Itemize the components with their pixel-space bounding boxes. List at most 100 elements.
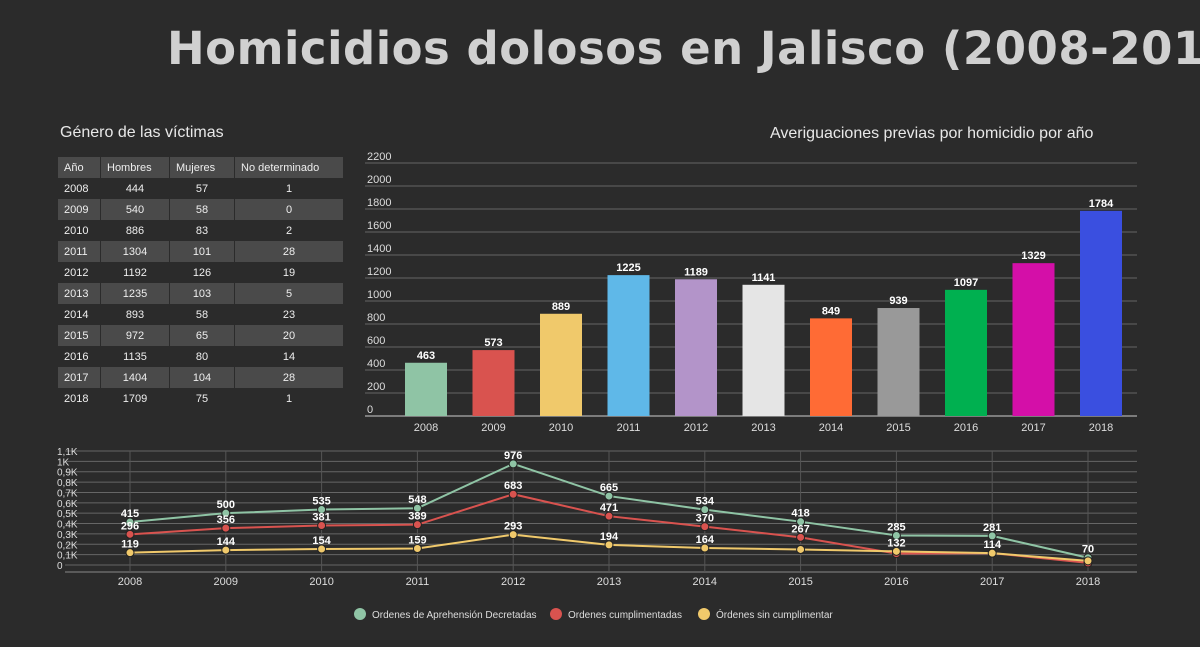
table-cell: 1709 — [122, 392, 148, 405]
table-row: 2016 1135 80 14 — [58, 346, 343, 367]
y-tick-label: 1400 — [367, 243, 391, 255]
bar-value-label: 1189 — [684, 266, 708, 278]
y-tick-label: 200 — [367, 381, 385, 393]
bar — [877, 308, 920, 416]
table-cell: 58 — [170, 199, 234, 220]
bar-value-label: 573 — [484, 337, 502, 349]
table-cell: 2013 — [58, 283, 100, 304]
bar — [607, 275, 650, 416]
bar-value-label: 463 — [417, 350, 435, 362]
bar-value-label: 1225 — [616, 262, 640, 274]
table-cell: 0 — [235, 199, 343, 220]
table-cell: 28 — [235, 367, 343, 388]
table-row: 2012 1192 126 19 — [58, 262, 343, 283]
bar — [472, 350, 515, 416]
y-tick-label: 1600 — [367, 220, 391, 232]
table-cell: 58 — [195, 308, 209, 321]
table-cell: 65 — [170, 325, 234, 346]
table-cell: 1192 — [123, 266, 147, 279]
table-cell: 75 — [195, 392, 209, 405]
table-cell: 1404 — [101, 367, 169, 388]
table-cell: 126 — [192, 266, 212, 279]
header-women: Mujeres — [170, 157, 234, 178]
bar — [945, 289, 987, 416]
table-cell: 2018 — [64, 392, 89, 405]
table-cell: 28 — [235, 241, 343, 262]
table-row: 2013 1235 103 5 — [58, 283, 343, 304]
x-tick-label: 2011 — [617, 422, 641, 434]
table-cell: 1 — [285, 182, 293, 195]
x-tick-label: 2008 — [414, 422, 438, 434]
table-cell: 14 — [282, 350, 296, 363]
table-cell: 57 — [195, 182, 209, 195]
table-cell: 1 — [285, 392, 293, 405]
table-cell: 80 — [195, 350, 209, 363]
table-cell: 2 — [285, 224, 293, 237]
bar — [1012, 263, 1055, 416]
table-cell: 1135 — [123, 350, 147, 363]
x-tick-label: 2010 — [549, 422, 573, 434]
table-cell: 2017 — [58, 367, 100, 388]
y-tick-label: 600 — [367, 335, 385, 347]
y-tick-label: 2200 — [367, 151, 391, 163]
header-men: Hombres — [101, 157, 169, 178]
x-tick-label: 2014 — [819, 422, 843, 434]
table-cell: 886 — [125, 224, 145, 237]
header-year: Año — [58, 157, 100, 178]
x-tick-label: 2017 — [1021, 422, 1045, 434]
y-tick-label: 2000 — [367, 174, 391, 186]
table-title: Género de las víctimas — [60, 124, 224, 141]
x-tick-label: 2016 — [954, 422, 978, 434]
x-tick-label: 2015 — [886, 422, 910, 434]
table-cell: 23 — [282, 308, 296, 321]
bar-value-label: 1784 — [1089, 198, 1114, 210]
table-cell: 2016 — [64, 350, 89, 363]
table-cell: 83 — [195, 224, 209, 237]
table-cell: 1235 — [101, 283, 169, 304]
table-cell: 101 — [170, 241, 234, 262]
y-tick-label: 1200 — [367, 266, 391, 278]
bar-value-label: 939 — [889, 295, 907, 307]
table-cell: 2012 — [64, 266, 89, 279]
bar — [742, 284, 785, 416]
bar-value-label: 889 — [552, 301, 570, 313]
table-cell: 1304 — [101, 241, 169, 262]
table-cell: 972 — [101, 325, 169, 346]
bar — [675, 279, 717, 416]
table-row: 2008 444 57 1 — [58, 178, 343, 199]
table-cell: 103 — [170, 283, 234, 304]
table-cell: 19 — [282, 266, 296, 279]
header-undetermined: No determinado — [235, 157, 343, 178]
page-title: Homicidios dolosos en Jalisco (2008-2018… — [167, 22, 1200, 75]
bar — [540, 313, 582, 416]
y-tick-label: 1000 — [367, 289, 391, 301]
bar-chart-title: Averiguaciones previas por homicidio por… — [770, 125, 1094, 142]
table-row: 2015 972 65 20 — [58, 325, 343, 346]
table-row: 2009 540 58 0 — [58, 199, 343, 220]
y-tick-label: 0 — [367, 404, 373, 416]
x-tick-label: 2012 — [684, 422, 708, 434]
y-tick-label: 800 — [367, 312, 385, 324]
table-cell: 2011 — [58, 241, 100, 262]
table-row: 2014 893 58 23 — [58, 304, 343, 325]
bar-value-label: 1329 — [1021, 250, 1045, 262]
table-row: 2018 1709 75 1 — [58, 388, 343, 409]
bar-value-label: 849 — [822, 305, 840, 317]
table-cell: 893 — [125, 308, 145, 321]
x-tick-label: 2018 — [1089, 422, 1113, 434]
bar — [405, 362, 447, 416]
bar-value-label: 1141 — [752, 272, 776, 284]
y-tick-label: 400 — [367, 358, 385, 370]
table-cell: 2008 — [64, 182, 89, 195]
table-cell: 444 — [125, 182, 145, 195]
table-cell: 104 — [170, 367, 234, 388]
victims-gender-table: Año Hombres Mujeres No determinado 2008 4… — [57, 157, 344, 409]
x-tick-label: 2009 — [481, 422, 505, 434]
bar-value-label: 1097 — [954, 277, 978, 289]
table-row: 2010 886 83 2 — [58, 220, 343, 241]
table-cell: 2015 — [58, 325, 100, 346]
y-tick-label: 1800 — [367, 197, 391, 209]
table-cell: 2014 — [64, 308, 89, 321]
table-cell: 540 — [101, 199, 169, 220]
